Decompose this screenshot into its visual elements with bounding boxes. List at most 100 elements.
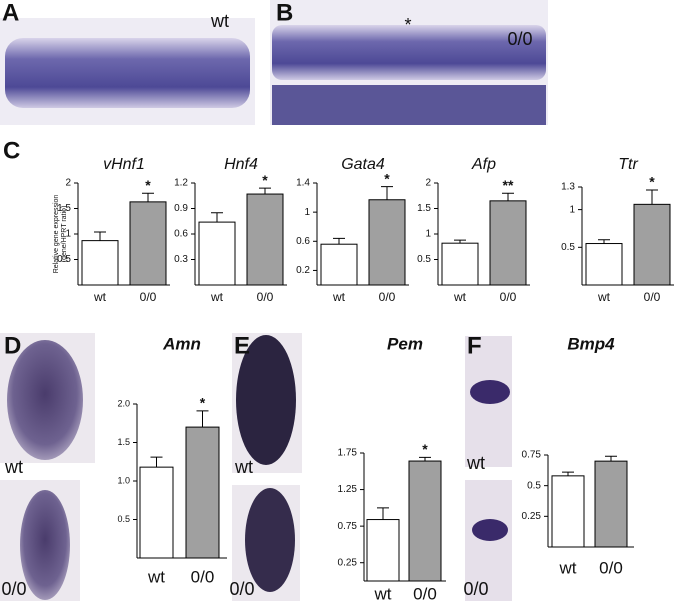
y-tick-label: 0.75 [338,521,358,532]
significance: ** [503,177,514,193]
y-tick-label: 0.5 [561,242,575,253]
x-tick-label: 0/0 [140,290,157,304]
y-tick-label: 2 [65,178,71,189]
error-bar [150,456,163,468]
chart-title: Pem [387,334,423,353]
x-tick-label: wt [332,290,346,304]
bar [441,242,479,286]
x-tick-label: wt [597,290,611,304]
image-label: 0/0 [229,579,254,599]
x-tick-label: 0/0 [191,567,215,586]
bar [198,221,236,286]
y-tick-label: 2 [425,178,431,189]
bar [185,426,220,559]
x-tick-label: wt [374,584,392,601]
y-tick-label: 0.25 [338,557,358,568]
embryo [236,335,296,465]
panel-letter: B [276,0,293,26]
y-tick-label: 1.5 [57,203,71,214]
x-tick-label: 0/0 [599,558,623,577]
error-bar [94,231,106,241]
image-label: wt [466,453,485,473]
chart-title: Gata4 [341,156,385,173]
bar [585,243,623,286]
y-tick-label: 1.0 [117,475,130,485]
y-tick-label: 1.3 [561,182,575,193]
significance: * [145,177,151,193]
chart-title: Bmp4 [567,334,615,353]
panel-letter: F [467,332,482,359]
y-tick-label: 1.75 [338,448,358,459]
bar [246,193,284,286]
y-tick-label: 0.9 [174,203,188,214]
error-bar [377,507,389,520]
x-tick-label: 0/0 [500,290,517,304]
x-tick-label: wt [453,290,467,304]
error-bar [142,192,154,202]
error-bar [605,455,617,462]
y-tick-label: 0.5 [57,254,71,265]
bar [368,199,406,286]
y-tick-label: 0.25 [522,511,542,522]
panel-letter: C [3,137,20,164]
x-tick-label: 0/0 [644,290,661,304]
chart-title: Afp [471,156,496,173]
significance: * [422,441,428,457]
x-tick-label: wt [147,567,165,586]
error-bar [646,189,658,205]
embryo [20,490,70,600]
error-bar [454,239,466,244]
error-bar [502,192,514,201]
image-label: 0/0 [507,29,532,49]
embryo [7,340,83,460]
x-tick-label: wt [210,290,224,304]
y-tick-label: 0.5 [417,254,431,265]
error-bar [419,456,431,462]
bar [408,460,442,582]
bar [81,240,119,286]
bar [594,460,628,548]
significance: * [262,172,268,188]
error-bar [333,237,345,245]
bar [633,203,671,286]
y-axis-label: Relative gene expression [53,195,60,274]
image-label: wt [234,457,253,477]
image-label: 0/0 [463,579,488,599]
y-tick-label: 1 [65,229,71,240]
bar [551,475,585,548]
image-label: wt [4,457,23,477]
tissue-b [272,25,546,80]
y-tick-label: 1.5 [117,437,130,447]
chart-title: Ttr [618,156,638,173]
y-tick-label: 1.5 [417,203,431,214]
panel-letter: A [2,0,19,26]
tissue-a [5,38,250,108]
embryo [245,488,295,592]
y-tick-label: 1.25 [338,484,358,495]
error-bar [598,239,610,244]
error-bar [562,471,574,476]
bar [320,243,358,286]
chart-title: Amn [162,334,201,353]
error-bar [211,212,223,223]
panel-letter: D [4,332,21,359]
x-tick-label: 0/0 [257,290,274,304]
y-tick-label: 2.0 [117,398,130,408]
tissue-b2 [272,85,546,125]
y-tick-label: 0.75 [522,450,542,461]
y-axis-label: (gene/HPRT ratio) [61,206,68,263]
error-bar [259,187,271,195]
y-tick-label: 1 [304,207,310,218]
y-tick-label: 0.3 [174,254,188,265]
y-tick-label: 0.5 [527,480,541,491]
significance: * [384,170,390,186]
x-tick-label: wt [559,558,577,577]
stain [470,380,510,404]
image-label: wt [210,11,229,31]
y-tick-label: 0.6 [296,236,310,247]
y-tick-label: 1 [425,229,431,240]
y-tick-label: 1.2 [174,178,188,189]
significance: * [649,174,655,190]
bar [139,466,174,559]
